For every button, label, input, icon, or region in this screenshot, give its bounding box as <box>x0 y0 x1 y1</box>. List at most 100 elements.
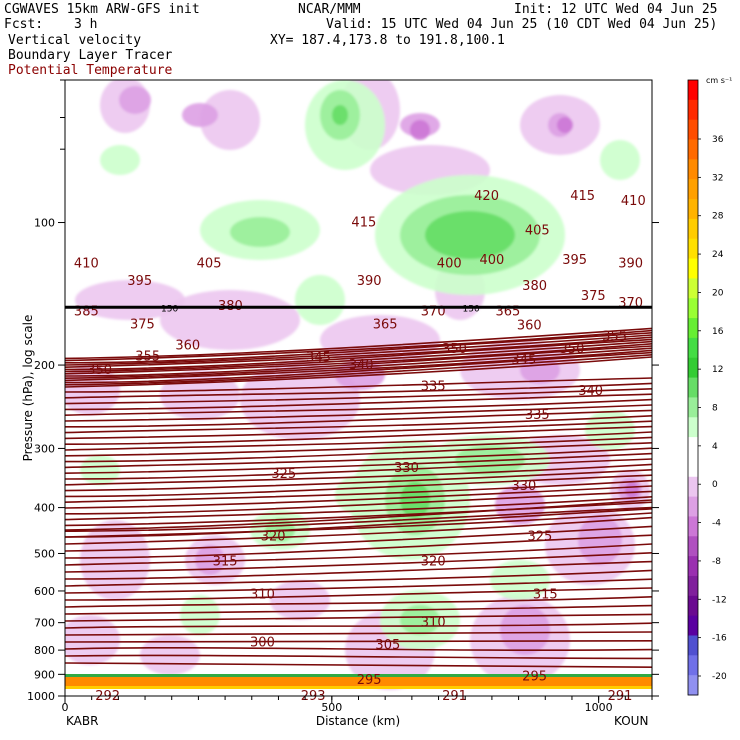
theta-label-330-36: 330 <box>512 479 537 494</box>
theta-label-315-42: 315 <box>533 587 558 602</box>
theta-contour-18 <box>65 398 652 416</box>
init-time: Init: 12 UTC Wed 04 Jun 25 <box>514 2 718 17</box>
theta-label-395-8: 395 <box>562 253 587 268</box>
y-tick-label-500: 500 <box>34 547 55 560</box>
colorbar-swatch-8 <box>688 238 698 260</box>
theta-contour-52 <box>65 604 652 615</box>
colorbar-swatch-22 <box>688 516 698 537</box>
theta-contour-9 <box>65 336 652 368</box>
forecast-label: Fcst: <box>4 17 44 32</box>
colorbar-swatch-13 <box>688 337 698 359</box>
theta-label-350-28: 350 <box>87 363 112 378</box>
w-shade-31 <box>625 482 639 498</box>
y-tick-label-600: 600 <box>34 585 55 598</box>
theta-contour-33 <box>65 479 652 503</box>
colorbar-swatch-2 <box>688 119 698 141</box>
w-shade-50 <box>400 482 430 518</box>
theta-contour-29 <box>65 458 652 480</box>
x-tick-label-1000: 1000 <box>585 701 613 714</box>
colorbar-swatch-5 <box>688 179 698 200</box>
theta-contour-25 <box>65 436 652 457</box>
theta-label-400-10: 400 <box>437 256 462 271</box>
colorbar-label-9: 0 <box>712 480 718 490</box>
colorbar-swatch-29 <box>688 655 698 676</box>
colorbar-label-10: -4 <box>712 519 721 529</box>
w-shade-32 <box>65 615 120 665</box>
colorbar: 36 32 28 24 20 16 12 8 4 0 -4 -8 -12 -16 -20 <box>687 79 727 696</box>
theta-contour-36 <box>65 496 652 521</box>
theta-contour-38 <box>65 506 652 532</box>
theta-contour-47 <box>65 560 652 580</box>
colorbar-swatch-9 <box>688 258 698 279</box>
w-shade-39 <box>332 105 348 125</box>
colorbar-swatch-17 <box>688 417 698 438</box>
theta-label-350-27: 350 <box>560 342 585 357</box>
w-shade-9 <box>410 120 430 140</box>
theta-label-345-29: 345 <box>306 351 331 366</box>
theta-label-340-31: 340 <box>349 358 374 373</box>
theta-contour-26 <box>65 442 652 463</box>
theta-label-375-18: 375 <box>130 317 155 332</box>
colorbar-swatch-19 <box>688 456 698 478</box>
colorbar-label-4: 20 <box>712 288 724 298</box>
forecast-value: 3 h <box>74 17 98 32</box>
colorbar-swatch-4 <box>688 159 698 180</box>
theta-contour-1 <box>65 354 652 386</box>
colorbar-swatch-15 <box>688 377 698 398</box>
w-shade-1 <box>200 90 260 150</box>
theta-label-350-26: 350 <box>442 342 467 357</box>
colorbar-label-1: 32 <box>712 173 723 183</box>
theta-contour-8 <box>65 338 652 371</box>
colorbar-swatch-27 <box>688 615 698 636</box>
theta-label-410-7: 410 <box>621 194 646 209</box>
w-shade-12 <box>160 290 300 350</box>
theta-contour-46 <box>65 552 652 573</box>
colorbar-swatch-24 <box>688 556 698 577</box>
x-tick-label-0: 0 <box>62 701 69 714</box>
w-shade-23 <box>195 545 225 575</box>
theta-contour-17 <box>65 393 652 411</box>
theta-contour-10 <box>65 334 652 366</box>
shaded-field <box>65 80 652 696</box>
colorbar-swatch-21 <box>688 496 698 517</box>
y-tick-label-400: 400 <box>34 502 55 515</box>
theta-label-390-12: 390 <box>357 274 382 289</box>
theta-label-365-20: 365 <box>373 317 398 332</box>
colorbar-label-0: 36 <box>712 135 724 145</box>
w-shade-6 <box>182 103 218 127</box>
theta-contour-19 <box>65 404 652 422</box>
field-vertical-velocity: Vertical velocity <box>8 33 142 48</box>
theta-contour-45 <box>65 543 652 566</box>
colorbar-swatch-12 <box>688 318 698 339</box>
theta-label-345-30: 345 <box>512 353 537 368</box>
colorbar-label-12: -12 <box>712 595 727 605</box>
theta-contour-40 <box>65 499 652 531</box>
w-shade-61 <box>80 455 120 485</box>
theta-contour-44 <box>65 534 652 559</box>
theta-contour-6 <box>65 343 652 375</box>
theta-label-295-47: 295 <box>357 673 382 688</box>
theta-label-310-43: 310 <box>250 587 275 602</box>
theta-label-325-37: 325 <box>271 467 296 482</box>
theta-contour-54 <box>65 622 652 629</box>
y-tick-label-100: 100 <box>34 217 55 230</box>
boundary-layer-tracer-top <box>65 674 652 677</box>
colorbar-label-6: 12 <box>712 365 723 375</box>
model-title: CGWAVES 15km ARW-GFS init <box>4 2 200 17</box>
colorbar-swatch-16 <box>688 397 698 418</box>
theta-contour-49 <box>65 578 652 594</box>
theta-label-335-34: 335 <box>525 408 550 423</box>
colorbar-label-11: -8 <box>712 557 721 567</box>
w-shade-21 <box>80 520 150 600</box>
y-tick-label-900: 900 <box>34 668 55 681</box>
org-label: NCAR/MMM <box>298 2 361 17</box>
theta-label-325-38: 325 <box>528 529 553 544</box>
theta-contour-11 <box>65 332 652 364</box>
theta-contour-55 <box>65 631 652 636</box>
theta-contour-34 <box>65 485 652 509</box>
theta-contour-57 <box>65 646 652 652</box>
theta-label-295-48: 295 <box>522 670 547 685</box>
theta-label-400-11: 400 <box>479 253 504 268</box>
y-tick-label-700: 700 <box>34 617 55 630</box>
